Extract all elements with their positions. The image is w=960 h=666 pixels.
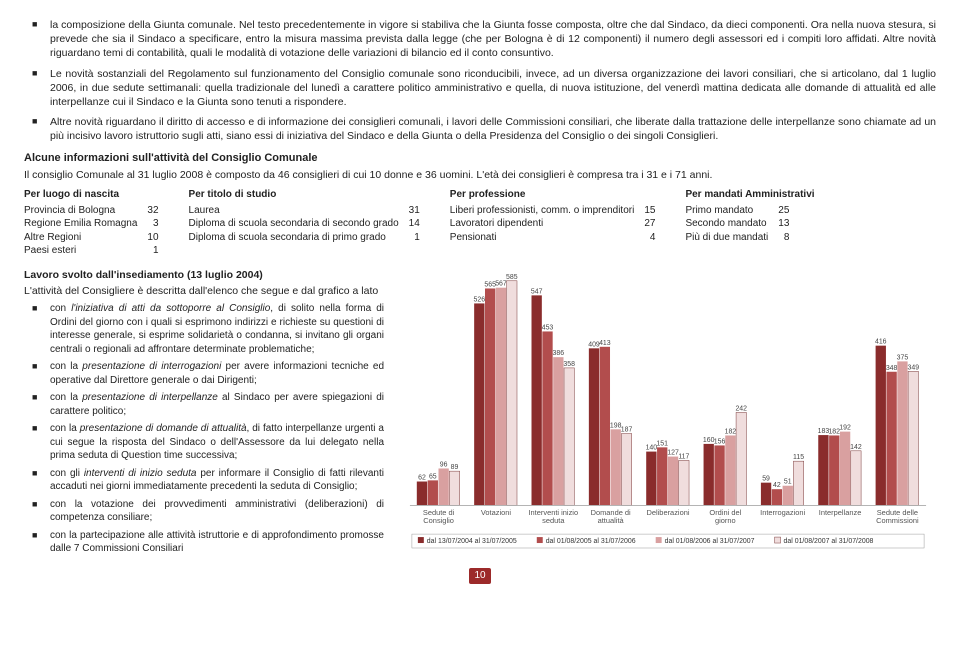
svg-text:156: 156	[714, 438, 726, 445]
svg-text:348: 348	[886, 365, 898, 372]
svg-text:Deliberazioni: Deliberazioni	[647, 508, 690, 517]
stats-label: Liberi professionisti, comm. o imprendit…	[450, 204, 645, 218]
stats-value: 31	[409, 204, 430, 218]
work-item: con la presentazione di domande di attua…	[50, 422, 384, 463]
section-intro: Il consiglio Comunale al 31 luglio 2008 …	[24, 168, 936, 182]
svg-text:115: 115	[793, 454, 804, 461]
stats-value: 4	[644, 231, 665, 245]
svg-text:526: 526	[474, 296, 486, 303]
svg-text:Interrogazioni: Interrogazioni	[760, 508, 805, 517]
stats-label: Laurea	[189, 204, 409, 218]
bullet-item: Altre novità riguardano il diritto di ac…	[50, 115, 936, 143]
work-item: con gli interventi di inizio seduta per …	[50, 467, 384, 494]
stats-value: 14	[409, 217, 430, 231]
svg-text:453: 453	[542, 324, 554, 331]
svg-text:386: 386	[553, 350, 565, 357]
svg-text:187: 187	[621, 426, 633, 433]
stats-header: Per professione	[450, 188, 666, 202]
stats-value: 3	[147, 217, 168, 231]
stats-label: Provincia di Bologna	[24, 204, 147, 218]
svg-text:seduta: seduta	[542, 516, 565, 525]
stats-header: Per mandati Amministrativi	[685, 188, 814, 202]
work-item: con la votazione dei provvedimenti ammin…	[50, 498, 384, 525]
bullet-item: Le novità sostanziali del Regolamento su…	[50, 67, 936, 110]
svg-text:117: 117	[678, 453, 689, 460]
work-title: Lavoro svolto dall'insediamento (13 lugl…	[24, 268, 384, 282]
svg-text:giorno: giorno	[715, 516, 736, 525]
work-intro: L'attività del Consigliere è descritta d…	[24, 284, 384, 298]
stats-label: Diploma di scuola secondaria di primo gr…	[189, 231, 409, 245]
svg-text:Votazioni: Votazioni	[481, 508, 512, 517]
stats-value: 1	[409, 231, 430, 245]
stats-label: Altre Regioni	[24, 231, 147, 245]
svg-text:attualità: attualità	[598, 516, 625, 525]
svg-text:96: 96	[440, 461, 448, 468]
svg-text:151: 151	[656, 440, 668, 447]
svg-text:142: 142	[850, 444, 862, 451]
stats-label: Primo mandato	[685, 204, 778, 218]
page-number: 10	[469, 568, 491, 584]
stats-value: 1	[147, 244, 168, 258]
stats-header: Per luogo di nascita	[24, 188, 169, 202]
stats-value: 8	[778, 231, 799, 245]
chart-container: 6265968952656556758554745338635840941319…	[400, 268, 936, 562]
work-bullet-list: con l'iniziativa di atti da sottoporre a…	[24, 302, 384, 556]
svg-text:192: 192	[839, 425, 851, 432]
svg-text:242: 242	[735, 405, 747, 412]
svg-text:42: 42	[773, 482, 781, 489]
svg-text:416: 416	[875, 339, 887, 346]
stats-value: 15	[644, 204, 665, 218]
stats-label: Regione Emilia Romagna	[24, 217, 147, 231]
stats-label: Paesi esteri	[24, 244, 147, 258]
work-item: con l'iniziativa di atti da sottoporre a…	[50, 302, 384, 356]
stats-label: Secondo mandato	[685, 217, 778, 231]
svg-text:182: 182	[725, 428, 737, 435]
svg-text:585: 585	[506, 274, 518, 281]
stats-header: Per titolo di studio	[189, 188, 430, 202]
svg-text:59: 59	[762, 476, 770, 483]
svg-text:65: 65	[429, 473, 437, 480]
stats-label: Diploma di scuola secondaria di secondo …	[189, 217, 409, 231]
stats-value: 13	[778, 217, 799, 231]
svg-text:dal 01/08/2005 al 31/07/2006: dal 01/08/2005 al 31/07/2006	[546, 538, 636, 545]
svg-text:62: 62	[418, 474, 426, 481]
stats-value: 25	[778, 204, 799, 218]
work-item: con la partecipazione alle attività istr…	[50, 529, 384, 556]
stats-table-row: Per luogo di nascita Provincia di Bologna…	[24, 188, 936, 258]
bar-chart: 6265968952656556758554745338635840941319…	[400, 268, 936, 558]
svg-text:127: 127	[667, 449, 679, 456]
svg-text:Commissioni: Commissioni	[876, 516, 919, 525]
stats-label: Lavoratori dipendenti	[450, 217, 645, 231]
stats-value: 10	[147, 231, 168, 245]
stats-label: Più di due mandati	[685, 231, 778, 245]
stats-label: Pensionati	[450, 231, 645, 245]
bullet-item: la composizione della Giunta comunale. N…	[50, 18, 936, 61]
svg-text:413: 413	[599, 340, 611, 347]
svg-text:567: 567	[495, 281, 507, 288]
svg-text:547: 547	[531, 288, 543, 295]
svg-text:358: 358	[563, 361, 575, 368]
svg-text:349: 349	[907, 364, 919, 371]
svg-text:dal 01/08/2007 al 31/07/2008: dal 01/08/2007 al 31/07/2008	[784, 538, 874, 545]
work-left-column: Lavoro svolto dall'insediamento (13 lugl…	[24, 268, 384, 562]
svg-text:51: 51	[784, 479, 792, 486]
svg-text:dal 01/08/2006 al 31/07/2007: dal 01/08/2006 al 31/07/2007	[665, 538, 755, 545]
stats-value: 27	[644, 217, 665, 231]
svg-text:89: 89	[451, 464, 459, 471]
svg-text:Consiglio: Consiglio	[423, 516, 454, 525]
section-title: Alcune informazioni sull'attività del Co…	[24, 151, 936, 166]
main-bullet-list: la composizione della Giunta comunale. N…	[24, 18, 936, 143]
svg-text:dal 13/07/2004 al 31/07/2005: dal 13/07/2004 al 31/07/2005	[427, 538, 517, 545]
work-item: con la presentazione di interpellanze al…	[50, 391, 384, 418]
stats-value: 32	[147, 204, 168, 218]
work-item: con la presentazione di interrogazioni p…	[50, 360, 384, 387]
svg-text:375: 375	[897, 354, 909, 361]
svg-text:Interpellanze: Interpellanze	[819, 508, 862, 517]
